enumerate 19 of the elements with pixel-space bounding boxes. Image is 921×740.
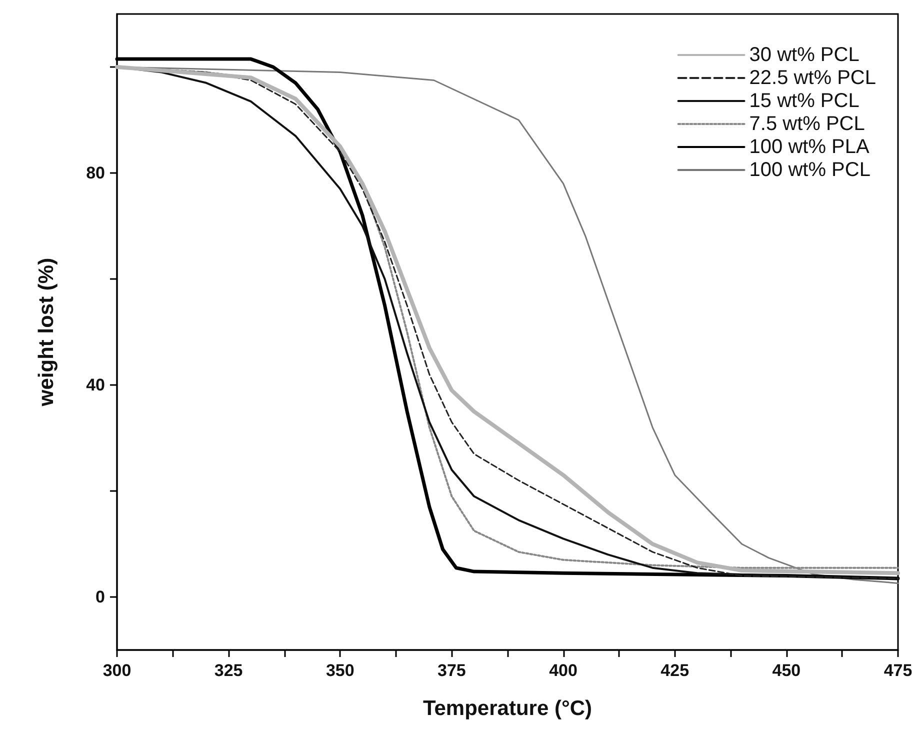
x-tick-label: 325 (214, 661, 243, 680)
x-tick-label: 425 (660, 661, 690, 680)
legend-label: 22.5 wt% PCL (749, 67, 876, 89)
x-tick-label: 400 (549, 661, 578, 680)
x-tick-label: 475 (884, 661, 912, 680)
y-axis-title: weight lost (%) (35, 258, 58, 408)
x-axis-title: Temperature (°C) (422, 697, 592, 720)
x-tick-label: 350 (326, 661, 354, 680)
legend-label: 15 wt% PCL (749, 90, 860, 112)
legend-label: 100 wt% PLA (749, 136, 870, 158)
legend-label: 7.5 wt% PCL (749, 113, 865, 135)
legend-label: 30 wt% PCL (749, 44, 860, 66)
legend-label: 100 wt% PCL (749, 159, 870, 181)
y-tick-label: 0 (96, 588, 105, 606)
x-tick-label: 300 (102, 661, 132, 680)
x-tick-label: 375 (438, 661, 466, 680)
y-tick-label: 40 (86, 376, 105, 394)
y-tick-label: 80 (86, 164, 105, 182)
x-tick-label: 450 (772, 661, 801, 680)
